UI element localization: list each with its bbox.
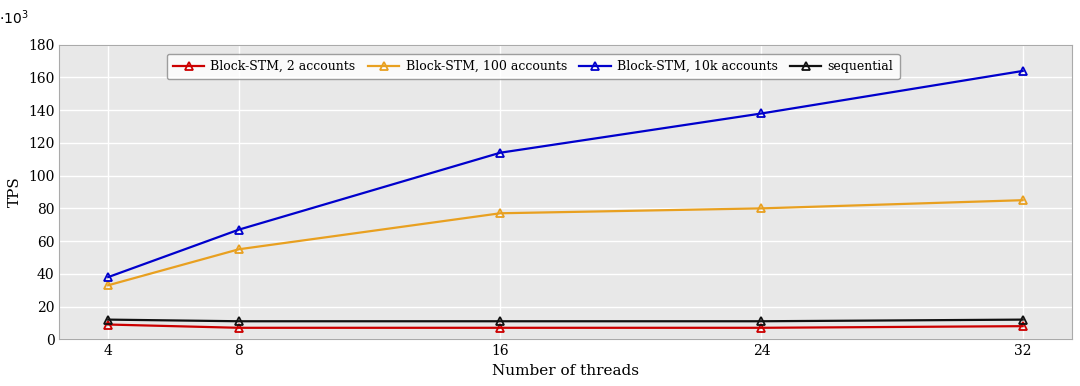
Line: Block-STM, 100 accounts: Block-STM, 100 accounts [104,196,1027,290]
Block-STM, 2 accounts [755,325,768,330]
Block-STM, 2 accounts [1016,324,1029,328]
Block-STM, 100 accounts [755,206,768,211]
Block-STM, 100 accounts [102,283,114,288]
Block-STM, 10k accounts [232,227,245,232]
Block-STM, 2 accounts [494,325,507,330]
sequential [102,317,114,322]
sequential [1016,317,1029,322]
Text: $\cdot10^3$: $\cdot10^3$ [0,8,28,27]
Block-STM, 10k accounts [494,151,507,155]
Line: sequential: sequential [104,315,1027,325]
Block-STM, 10k accounts [755,111,768,116]
Block-STM, 100 accounts [494,211,507,216]
Block-STM, 100 accounts [232,247,245,252]
Legend: Block-STM, 2 accounts, Block-STM, 100 accounts, Block-STM, 10k accounts, sequent: Block-STM, 2 accounts, Block-STM, 100 ac… [166,54,900,80]
X-axis label: Number of threads: Number of threads [492,364,639,378]
Line: Block-STM, 10k accounts: Block-STM, 10k accounts [104,67,1027,281]
Block-STM, 100 accounts [1016,198,1029,203]
Block-STM, 2 accounts [232,325,245,330]
Block-STM, 10k accounts [1016,69,1029,73]
sequential [232,319,245,323]
Y-axis label: TPS: TPS [9,177,23,207]
Line: Block-STM, 2 accounts: Block-STM, 2 accounts [104,320,1027,332]
sequential [494,319,507,323]
Block-STM, 10k accounts [102,275,114,279]
sequential [755,319,768,323]
Block-STM, 2 accounts [102,322,114,327]
